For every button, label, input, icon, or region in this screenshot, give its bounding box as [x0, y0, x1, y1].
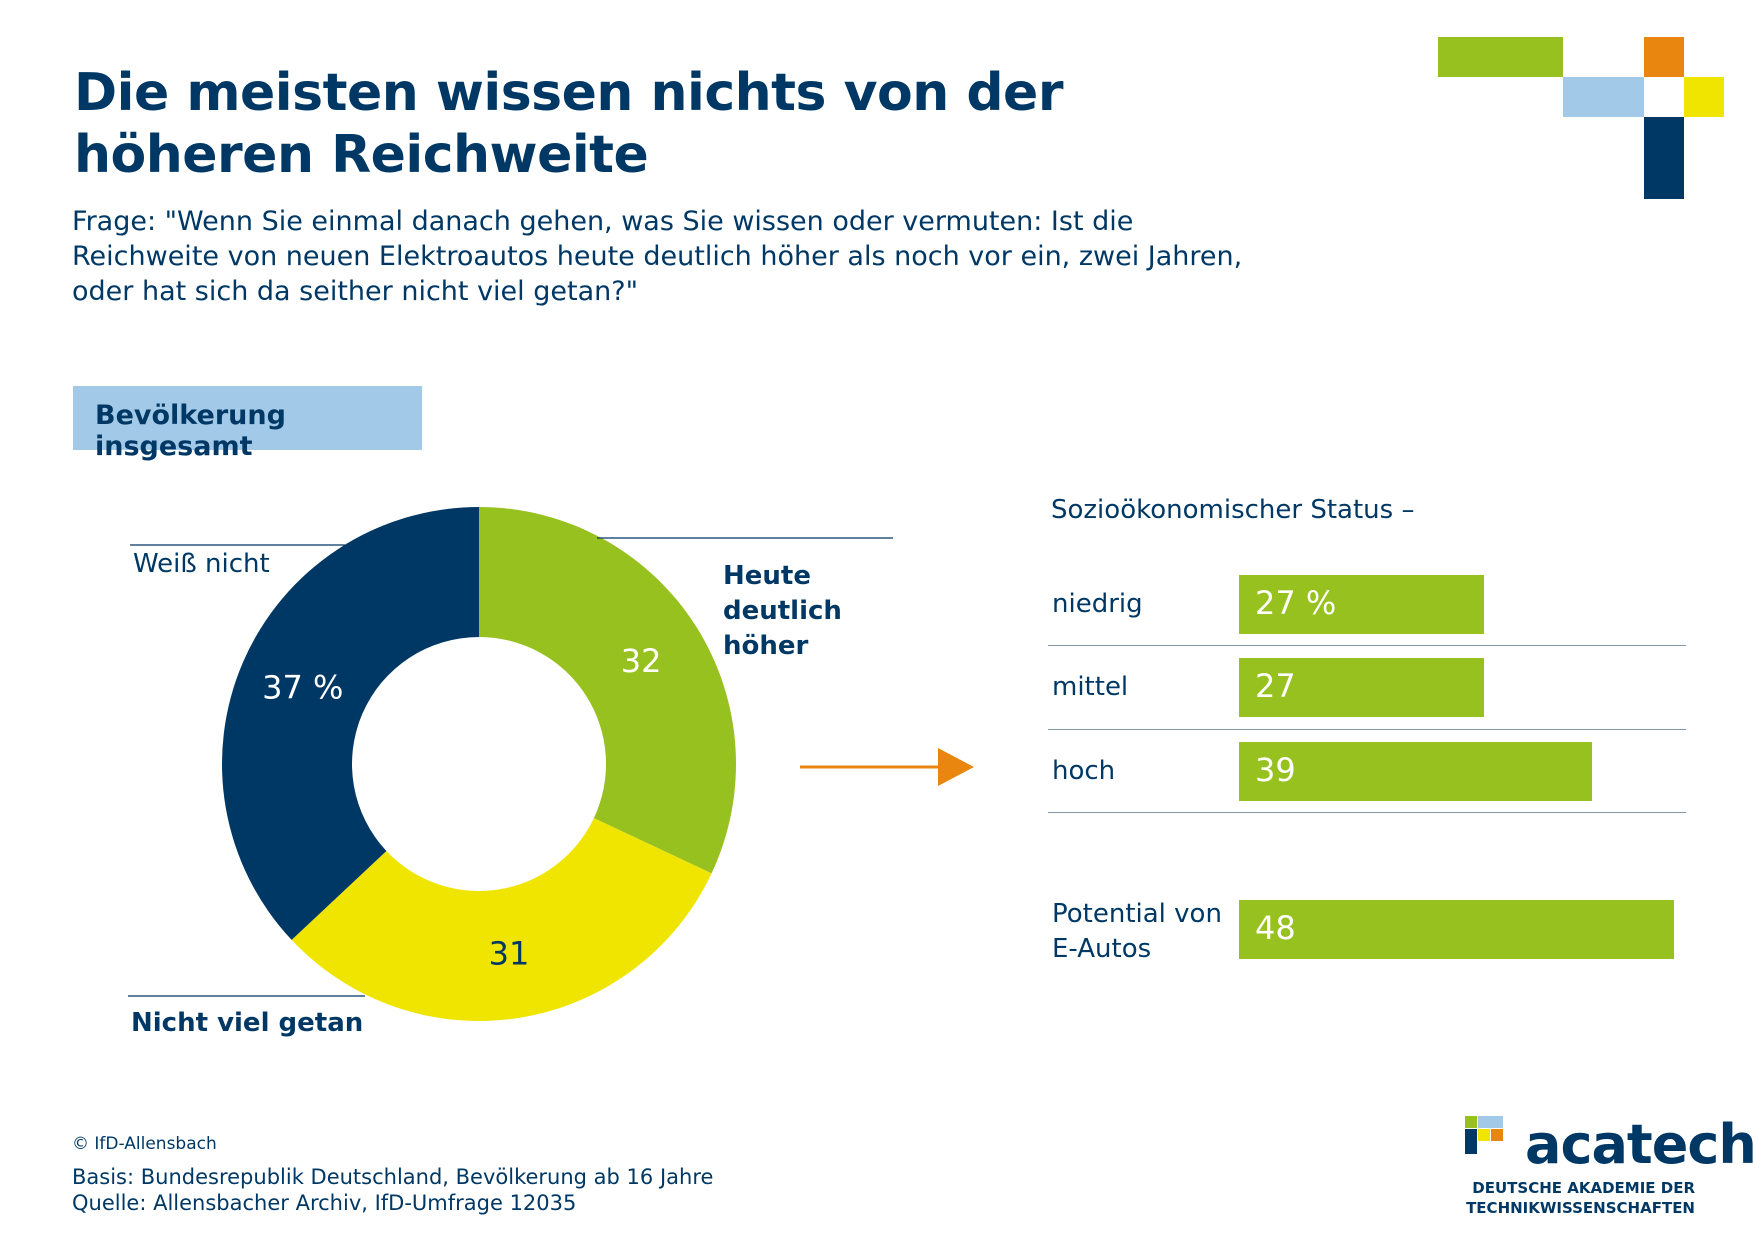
arrow-icon — [800, 748, 974, 786]
bar-value-niedrig: 27 % — [1255, 584, 1337, 622]
bar-label-hoch: hoch — [1052, 756, 1116, 786]
bar-hoch: 39 — [1239, 742, 1593, 801]
label-nicht-viel-getan: Nicht viel getan — [131, 1008, 364, 1038]
slice-weiss-nicht — [221, 507, 479, 940]
motif-yellow-square — [1684, 77, 1724, 117]
label-weiss-nicht: Weiß nicht — [133, 549, 270, 579]
bar-mittel: 27 — [1239, 658, 1484, 717]
status-heading: Sozioökonomischer Status – — [1051, 495, 1415, 525]
bar-niedrig: 27 % — [1239, 575, 1484, 634]
bar-value-mittel: 27 — [1255, 667, 1296, 705]
bar-label-mittel: mittel — [1052, 672, 1129, 702]
group-label: Bevölkerung insgesamt — [95, 400, 286, 462]
copyright: © IfD-Allensbach — [72, 1134, 217, 1154]
footer-notes: Basis: Bundesrepublik Deutschland, Bevöl… — [72, 1164, 713, 1216]
motif-navy-square — [1644, 117, 1684, 199]
basis-text: Basis: Bundesrepublik Deutschland, Bevöl… — [72, 1165, 714, 1189]
bar-value-hoch: 39 — [1255, 751, 1296, 789]
bar-value-potential: 48 — [1255, 909, 1296, 947]
slice-value-nicht-viel-getan: 31 — [489, 935, 530, 973]
donut-chart: 32 31 37 % — [128, 507, 893, 1022]
slice-nicht-viel-getan — [291, 818, 712, 1022]
group-label-box: Bevölkerung insgesamt — [73, 386, 422, 462]
bar-label-potential: Potential von E-Autos — [1052, 899, 1222, 964]
acatech-logo-subtitle: DEUTSCHE AKADEMIE DER TECHNIKWISSENSCHAF… — [1452, 1178, 1695, 1218]
source-text: Quelle: Allensbacher Archiv, IfD-Umfrage… — [72, 1191, 577, 1215]
slice-value-heute-deutlich-hoeher: 32 — [621, 642, 662, 680]
motif-white-square — [1644, 77, 1684, 117]
acatech-logo-text: acatech — [1525, 1113, 1755, 1176]
survey-question: Frage: "Wenn Sie einmal danach gehen, wa… — [72, 206, 1243, 307]
bar-potential: 48 — [1239, 900, 1674, 959]
motif-lightblue-square — [1563, 77, 1644, 117]
acatech-logo-mark — [1465, 1116, 1503, 1154]
page-title: Die meisten wissen nichts von der höhere… — [74, 63, 1063, 185]
logo-subtitle-line-1: DEUTSCHE AKADEMIE DER — [1472, 1179, 1695, 1197]
row-divider — [1048, 729, 1686, 730]
logo-subtitle-line-2: TECHNIKWISSENSCHAFTEN — [1466, 1199, 1695, 1217]
motif-green-square — [1438, 37, 1563, 77]
motif-orange-square — [1644, 37, 1684, 77]
donut-slices: 32 31 37 % — [221, 507, 736, 1022]
row-divider — [1048, 812, 1686, 813]
corner-motif — [1438, 37, 1726, 199]
bar-label-niedrig: niedrig — [1052, 589, 1143, 619]
slice-value-weiss-nicht: 37 % — [262, 669, 343, 707]
row-divider — [1048, 645, 1686, 646]
label-heute-deutlich-hoeher: Heute deutlich höher — [723, 561, 842, 661]
slice-heute-deutlich-hoeher — [479, 507, 736, 874]
